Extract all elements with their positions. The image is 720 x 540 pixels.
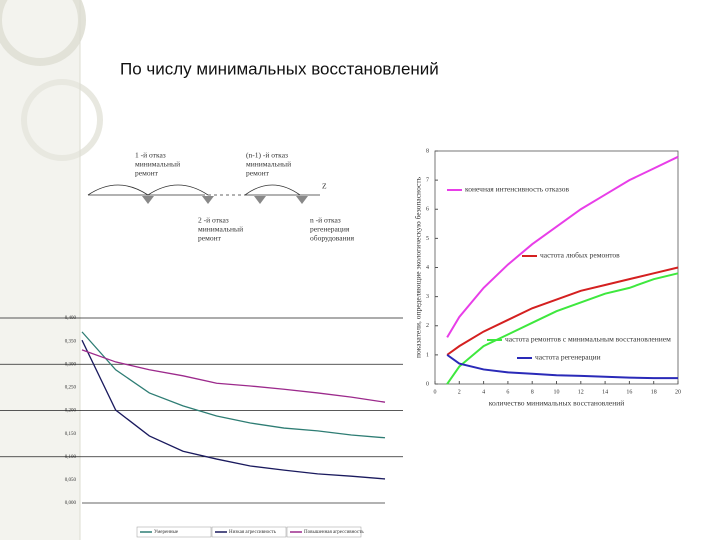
legend-box xyxy=(286,526,362,538)
x-tick-label: 20 xyxy=(675,389,681,395)
x-tick-label: 14 xyxy=(602,389,608,395)
legend-label: Умеренные xyxy=(154,530,179,535)
y-tick-label: 3 xyxy=(426,294,429,300)
y-tick-label: 0 xyxy=(426,381,429,387)
y-tick-label: 8 xyxy=(426,148,429,154)
slide-title: По числу минимальных восстановлений xyxy=(120,59,439,78)
decor-circle xyxy=(0,0,86,66)
y-tick-label: 0,300 xyxy=(65,362,77,367)
y-tick-label: 0,400 xyxy=(65,316,77,321)
y-tick-label: 0,100 xyxy=(65,455,77,460)
x-tick-label: 18 xyxy=(651,389,657,395)
diagram-label: (n-1) -й отказ xyxy=(246,151,288,160)
diagram-label: ремонт xyxy=(246,169,270,178)
legend-label: частота ремонтов с минимальным восстанов… xyxy=(505,335,671,344)
legend-label: Повышенная агрессивность xyxy=(304,530,364,535)
diagram-label: ремонт xyxy=(198,234,222,243)
x-tick-label: 10 xyxy=(554,389,560,395)
diagram-label: оборудования xyxy=(310,234,355,243)
diagram-label: Z xyxy=(322,182,327,191)
diagram-label: регенерация xyxy=(310,225,350,234)
y-tick-label: 5 xyxy=(426,236,429,242)
arcs xyxy=(87,184,301,196)
legend-box xyxy=(136,526,212,538)
diagram-label: ремонт xyxy=(135,169,159,178)
y-tick-label: 0,250 xyxy=(65,386,77,391)
y-tick-label: 4 xyxy=(426,265,429,271)
series-line xyxy=(81,331,386,439)
diagram-label: 2 -й отказ xyxy=(198,216,229,225)
series-line xyxy=(446,266,679,356)
y-tick-label: 0,050 xyxy=(65,478,77,483)
x-tick-label: 6 xyxy=(506,389,509,395)
x-axis-label: количество минимальных восстановлений xyxy=(489,399,625,408)
series-line xyxy=(81,349,386,403)
x-tick-label: 16 xyxy=(626,389,632,395)
legend-label: конечная интенсивность отказов xyxy=(465,185,569,194)
legend-label: Низкая агрессивность xyxy=(229,530,277,535)
y-tick-label: 1 xyxy=(426,352,429,358)
series-line xyxy=(81,339,386,480)
series-line xyxy=(446,354,678,380)
marks xyxy=(142,196,308,204)
legend-label: частота регенерации xyxy=(535,353,601,362)
legend-box xyxy=(211,526,287,538)
x-tick-label: 2 xyxy=(458,389,461,395)
y-tick-label: 0,150 xyxy=(65,432,77,437)
x-tick-label: 8 xyxy=(531,389,534,395)
diagram-label: минимальный xyxy=(198,225,243,234)
series-line xyxy=(446,272,679,385)
x-tick-label: 0 xyxy=(434,389,437,395)
series-line xyxy=(446,155,679,338)
diagram-label: минимальный xyxy=(135,160,180,169)
diagram-label: n -й отказ xyxy=(310,216,341,225)
x-tick-label: 12 xyxy=(578,389,584,395)
y-tick-label: 0,200 xyxy=(65,409,77,414)
decor-circle xyxy=(21,79,103,161)
y-tick-label: 0,350 xyxy=(65,339,77,344)
y-axis-label: показатели, определяющие экологическую б… xyxy=(414,176,423,358)
diagram-label: минимальный xyxy=(246,160,291,169)
legend-label: частота любых ремонтов xyxy=(540,251,620,260)
y-tick-label: 7 xyxy=(426,178,429,184)
y-tick-label: 2 xyxy=(426,323,429,329)
y-tick-label: 6 xyxy=(426,207,429,213)
y-tick-label: 0,000 xyxy=(65,501,77,506)
x-tick-label: 4 xyxy=(482,389,485,395)
diagram-label: 1 -й отказ xyxy=(135,151,166,160)
